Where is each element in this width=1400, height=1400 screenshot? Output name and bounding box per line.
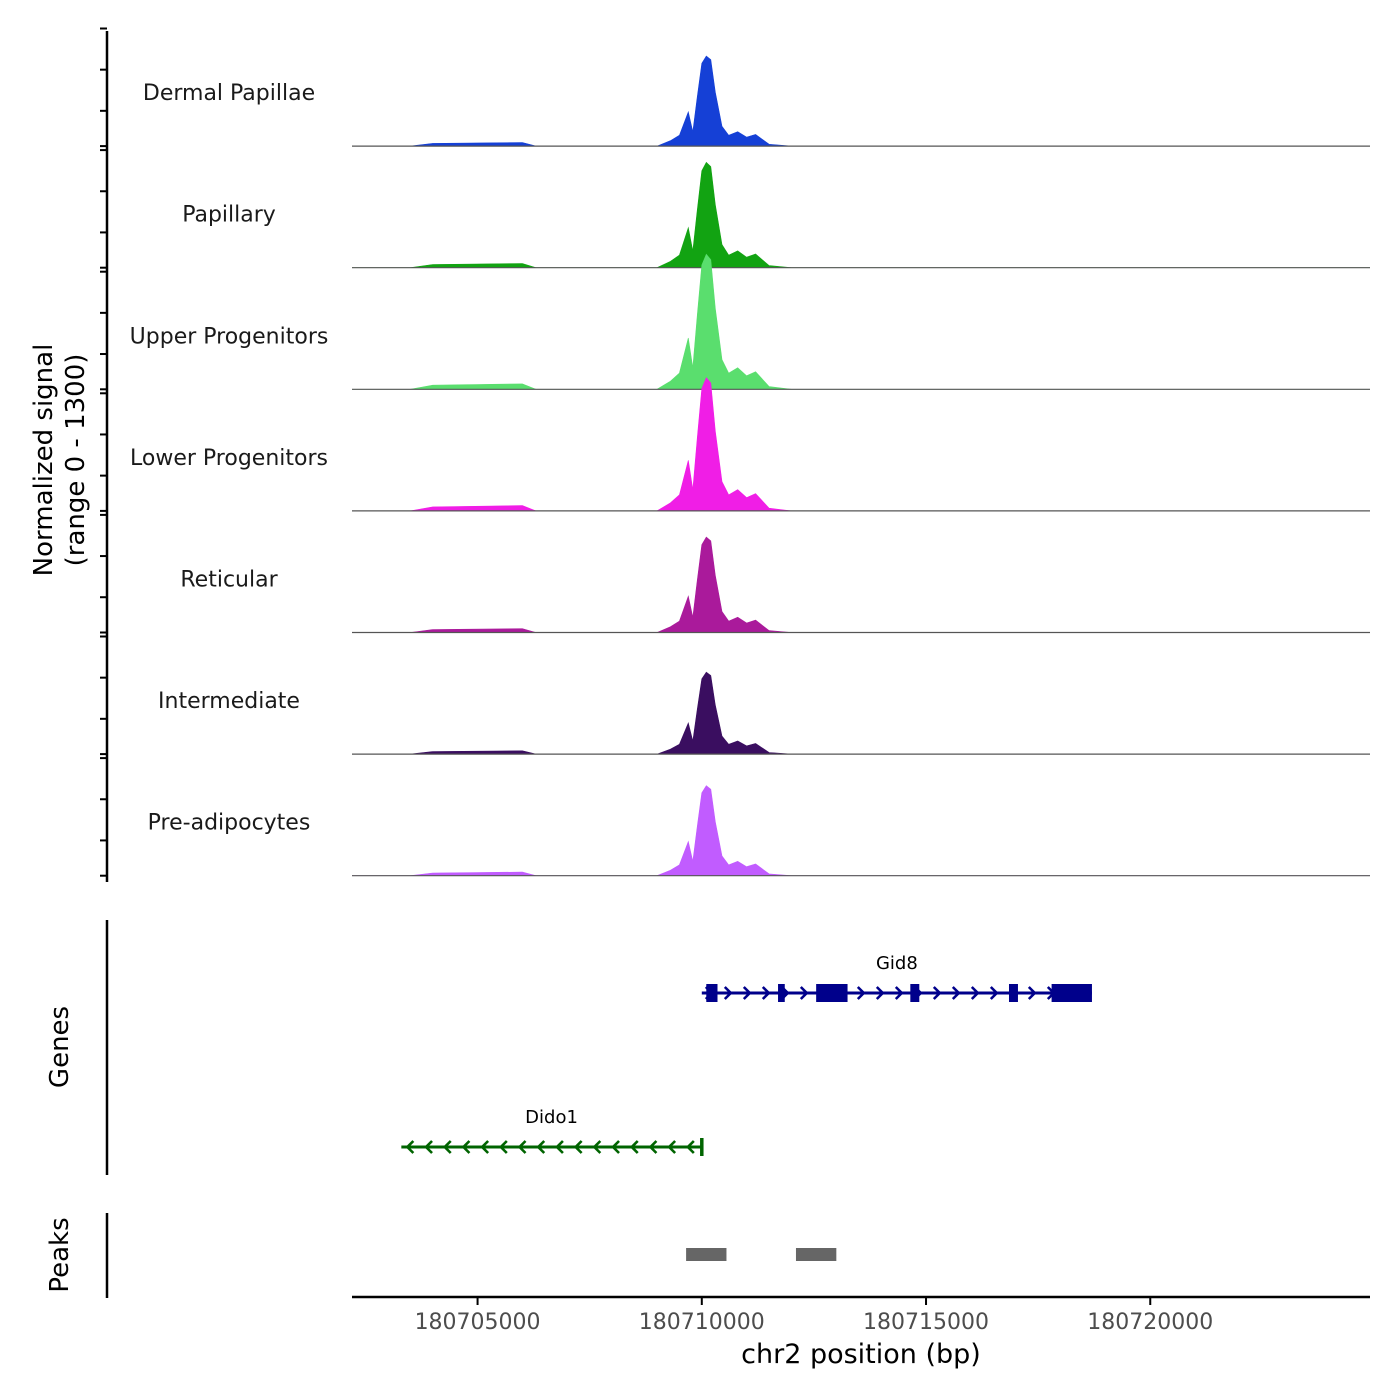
exon — [778, 984, 785, 1002]
y-axis-range-label: (range 0 - 1300) — [61, 354, 91, 567]
coverage-tracks: Dermal Papillae Papillary Upper Progenitor… — [130, 55, 1370, 877]
x-axis-ticks: 180705000 180710000 180715000 180720000 — [415, 1297, 1213, 1335]
gene-label: Dido1 — [525, 1107, 578, 1128]
coverage-area — [352, 161, 1370, 268]
track-label: Intermediate — [158, 689, 300, 714]
strand-arrow — [667, 1140, 677, 1154]
exon — [816, 984, 848, 1002]
coverage-track: Reticular — [180, 536, 1370, 634]
strand-arrow — [856, 986, 866, 1000]
coverage-area — [352, 377, 1370, 512]
exon — [1051, 984, 1092, 1002]
strand-arrow — [442, 1140, 452, 1154]
peak-region — [795, 1248, 837, 1261]
coverage-y-ticks — [100, 27, 107, 877]
x-axis: 180705000 180710000 180715000 180720000 chr… — [352, 1295, 1370, 1370]
strand-arrow — [592, 1140, 602, 1154]
coverage-track: Dermal Papillae — [143, 55, 1370, 147]
x-tick-label: 180720000 — [1087, 1310, 1213, 1335]
strand-arrow — [573, 1140, 583, 1154]
coverage-track: Pre-adipocytes — [148, 785, 1370, 877]
strand-arrow — [461, 1140, 471, 1154]
genes-panel-label: Genes — [45, 1006, 75, 1088]
strand-arrow — [424, 1140, 433, 1154]
strand-arrow — [989, 986, 999, 1000]
strand-arrow — [555, 1140, 564, 1154]
strand-arrow — [761, 986, 771, 1000]
strand-arrow — [498, 1140, 508, 1154]
strand-arrow — [1027, 986, 1037, 1000]
strand-arrow — [517, 1140, 527, 1154]
strand-arrow — [875, 986, 885, 1000]
coverage-area — [352, 785, 1370, 876]
peaks-panel-label: Peaks — [45, 1217, 75, 1292]
strand-arrow — [405, 1140, 415, 1154]
strand-arrow — [536, 1140, 546, 1154]
exon — [706, 984, 718, 1002]
strand-arrow — [480, 1140, 490, 1154]
gene-annotations: Gid8 Dido1 — [401, 953, 1092, 1156]
coverage-track: Upper Progenitors — [130, 253, 1370, 390]
strand-arrow — [951, 986, 961, 1000]
gene-model: Dido1 — [401, 1107, 704, 1156]
strand-arrow — [685, 1140, 695, 1154]
x-tick-label: 180715000 — [863, 1310, 989, 1335]
coverage-track: Papillary — [182, 161, 1370, 269]
x-tick-label: 180710000 — [639, 1310, 765, 1335]
strand-arrow — [611, 1140, 620, 1154]
strand-arrow — [970, 986, 980, 1000]
strand-arrow — [648, 1140, 658, 1154]
track-label: Pre-adipocytes — [148, 811, 311, 836]
y-axis-label: Normalized signal — [29, 344, 59, 577]
strand-arrow — [629, 1140, 639, 1154]
coverage-area — [352, 253, 1370, 390]
strand-arrow — [723, 986, 733, 1000]
coverage-track: Lower Progenitors — [130, 377, 1370, 512]
peaks-panel: Peaks — [45, 1213, 837, 1298]
strand-arrow — [742, 986, 752, 1000]
track-label: Papillary — [182, 203, 276, 228]
track-label: Dermal Papillae — [143, 81, 315, 106]
track-label: Lower Progenitors — [130, 446, 328, 471]
exon — [910, 984, 920, 1002]
strand-arrow — [799, 986, 809, 1000]
exon — [1008, 984, 1018, 1002]
genes-panel: Genes Gid8 Dido1 — [45, 920, 1092, 1175]
track-label: Upper Progenitors — [130, 324, 329, 349]
peak-regions — [686, 1248, 837, 1261]
peak-region — [686, 1248, 727, 1261]
gene-model: Gid8 — [701, 953, 1092, 1002]
strand-arrow — [894, 986, 904, 1000]
x-axis-label: chr2 position (bp) — [741, 1339, 981, 1370]
coverage-track: Intermediate — [158, 671, 1370, 755]
coverage-area — [352, 671, 1370, 755]
track-label: Reticular — [180, 568, 278, 593]
strand-arrow — [932, 986, 942, 1000]
gene-label: Gid8 — [876, 953, 918, 974]
x-tick-label: 180705000 — [415, 1310, 541, 1335]
coverage-panel: Normalized signal (range 0 - 1300) Derma… — [29, 27, 1370, 882]
coverage-area — [352, 536, 1370, 633]
coverage-area — [352, 55, 1370, 147]
